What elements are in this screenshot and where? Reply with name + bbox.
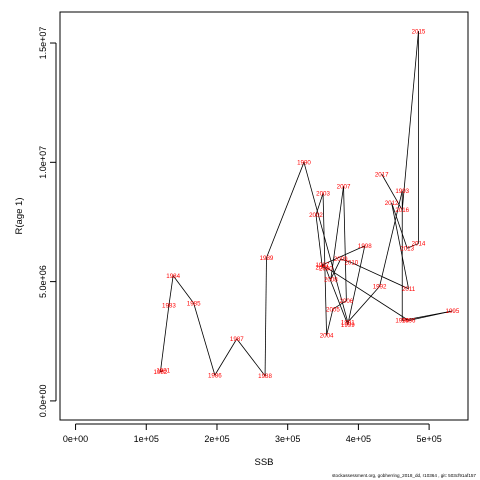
sr-segment bbox=[193, 302, 216, 376]
year-label-2009: 2009 bbox=[334, 256, 348, 263]
sr-segment bbox=[303, 162, 349, 323]
sr-segment bbox=[340, 258, 352, 263]
year-label-1995: 1995 bbox=[446, 308, 460, 315]
year-label-1984: 1984 bbox=[166, 273, 180, 280]
sr-segment bbox=[325, 268, 349, 325]
y-axis-title: R(age 1) bbox=[14, 198, 25, 235]
year-label-1991: 1991 bbox=[341, 319, 355, 326]
sr-segment bbox=[330, 258, 342, 280]
sr-segment bbox=[330, 186, 344, 280]
year-label-2003: 2003 bbox=[316, 191, 330, 198]
sr-segment bbox=[381, 174, 403, 211]
sr-segment bbox=[160, 305, 170, 372]
sr-segment bbox=[347, 245, 366, 325]
footer-credit: stockassessment.org, gobherring_2018_dd,… bbox=[331, 473, 476, 478]
year-label-2000: 2000 bbox=[319, 266, 333, 273]
sr-segment bbox=[322, 193, 327, 336]
sr-series-line bbox=[160, 31, 453, 377]
sr-segment bbox=[408, 310, 453, 321]
year-label-1983: 1983 bbox=[162, 303, 176, 310]
sr-segment bbox=[322, 245, 365, 266]
year-label-1987: 1987 bbox=[230, 336, 244, 343]
year-label-1988: 1988 bbox=[258, 373, 272, 380]
sr-segment bbox=[401, 31, 419, 211]
x-tick-label: 1e+05 bbox=[134, 434, 159, 444]
year-label-1985: 1985 bbox=[187, 300, 201, 307]
x-tick-label: 0e+00 bbox=[63, 434, 88, 444]
year-label-2017: 2017 bbox=[375, 171, 389, 178]
x-tick-label: 2e+05 bbox=[204, 434, 229, 444]
y-axis: 0.0e+00 5.0e+06 1.0e+07 1.5e+07 bbox=[38, 27, 57, 418]
year-label-1993: 1993 bbox=[395, 188, 409, 195]
year-label-2004: 2004 bbox=[320, 332, 334, 339]
year-label-1992: 1992 bbox=[373, 284, 387, 291]
year-label-2002: 2002 bbox=[309, 212, 323, 219]
year-label-1999: 1999 bbox=[341, 322, 355, 329]
year-label-1994: 1994 bbox=[395, 318, 409, 325]
sr-segment bbox=[266, 162, 305, 258]
plot-frame bbox=[59, 11, 469, 421]
year-label-1982: 1982 bbox=[154, 369, 168, 376]
year-label-1981: 1981 bbox=[156, 368, 170, 375]
sr-segment bbox=[315, 214, 323, 268]
year-label-2013: 2013 bbox=[400, 245, 414, 252]
year-label-2015: 2015 bbox=[412, 28, 426, 35]
year-label-2012: 2012 bbox=[385, 200, 399, 207]
sr-segment bbox=[322, 264, 409, 321]
year-label-2006: 2006 bbox=[339, 298, 353, 305]
year-label-1997: 1997 bbox=[315, 262, 329, 269]
sr-segment bbox=[343, 186, 347, 301]
y-tick-label: 5.0e+06 bbox=[38, 265, 48, 298]
sr-segment bbox=[315, 193, 324, 215]
year-label-1996: 1996 bbox=[402, 318, 416, 325]
year-label-2010: 2010 bbox=[344, 260, 358, 267]
y-tick-label: 1.0e+07 bbox=[38, 146, 48, 179]
sr-segment bbox=[407, 243, 419, 249]
sr-segment bbox=[172, 275, 194, 304]
year-label-1998: 1998 bbox=[358, 243, 372, 250]
year-label-2008: 2008 bbox=[324, 276, 338, 283]
year-label-1989: 1989 bbox=[260, 255, 274, 262]
year-label-2011: 2011 bbox=[402, 286, 416, 293]
year-label-2007: 2007 bbox=[337, 183, 351, 190]
y-tick-label: 1.5e+07 bbox=[38, 27, 48, 60]
year-label-2001: 2001 bbox=[315, 264, 329, 271]
x-tick-label: 3e+05 bbox=[275, 434, 300, 444]
sr-segment bbox=[351, 262, 409, 290]
year-label-2014: 2014 bbox=[412, 241, 426, 248]
x-axis-title: SSB bbox=[254, 457, 273, 468]
year-label-2005: 2005 bbox=[326, 306, 340, 313]
sr-segment bbox=[264, 257, 267, 376]
x-tick-label: 4e+05 bbox=[346, 434, 371, 444]
sr-segment bbox=[379, 190, 403, 287]
year-label-1990: 1990 bbox=[297, 160, 311, 167]
x-axis: 0e+00 1e+05 2e+05 3e+05 4e+05 5e+05 bbox=[63, 423, 442, 444]
sr-segment bbox=[160, 370, 164, 373]
sr-segment bbox=[347, 286, 380, 323]
sr-segment bbox=[214, 338, 238, 376]
sr-segment bbox=[236, 338, 266, 377]
sr-segment bbox=[391, 202, 409, 289]
year-label-1986: 1986 bbox=[208, 372, 222, 379]
sr-segment bbox=[326, 308, 334, 336]
x-tick-label: 5e+05 bbox=[416, 434, 441, 444]
year-label-2016: 2016 bbox=[395, 207, 409, 214]
sr-segment bbox=[391, 202, 408, 249]
y-tick-label: 0.0e+00 bbox=[38, 385, 48, 418]
sr-segment bbox=[168, 275, 174, 306]
sr-segment bbox=[332, 300, 347, 310]
